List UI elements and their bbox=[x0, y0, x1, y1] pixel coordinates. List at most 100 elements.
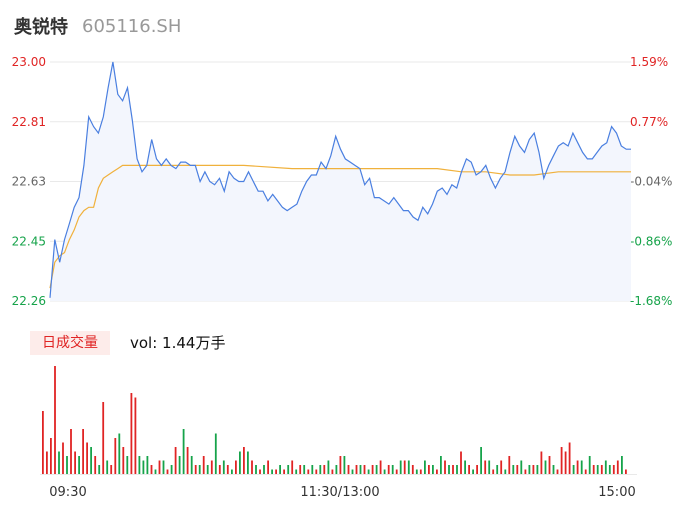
price-tick-label: 23.00 bbox=[12, 55, 46, 69]
volume-bar bbox=[464, 460, 466, 474]
time-tick-label: 11:30/13:00 bbox=[300, 485, 379, 500]
volume-bar bbox=[98, 465, 101, 474]
volume-bar bbox=[134, 397, 137, 474]
volume-bar bbox=[283, 469, 285, 474]
volume-bar bbox=[488, 460, 491, 474]
volume-bar bbox=[460, 451, 462, 474]
volume-bar bbox=[247, 451, 249, 474]
volume-bar bbox=[552, 465, 555, 474]
volume-total-label: vol: 1.44万手 bbox=[130, 334, 226, 352]
volume-bar bbox=[86, 442, 88, 474]
volume-bar bbox=[472, 469, 474, 474]
volume-bar bbox=[174, 447, 177, 474]
volume-bar bbox=[78, 456, 80, 474]
volume-bar bbox=[58, 451, 60, 474]
volume-bar bbox=[496, 465, 499, 474]
volume-bar bbox=[307, 469, 310, 474]
volume-bar bbox=[146, 456, 149, 474]
volume-bar bbox=[596, 465, 599, 474]
volume-bar bbox=[186, 447, 189, 474]
volume-bar bbox=[214, 433, 217, 474]
volume-bar bbox=[122, 447, 125, 474]
volume-bar bbox=[480, 447, 482, 474]
volume-bar bbox=[512, 465, 515, 474]
volume-bar bbox=[50, 438, 52, 474]
volume-bar bbox=[303, 465, 306, 474]
volume-bar bbox=[536, 465, 539, 474]
volume-bar bbox=[202, 456, 205, 474]
volume-bar bbox=[395, 469, 398, 474]
volume-bar bbox=[564, 451, 567, 474]
volume-bar bbox=[476, 465, 478, 474]
volume-bar bbox=[94, 456, 97, 474]
volume-bar bbox=[387, 465, 390, 474]
volume-bar bbox=[468, 465, 470, 474]
volume-bar bbox=[243, 447, 245, 474]
volume-badge: 日成交量 bbox=[30, 331, 110, 355]
price-tick-label: 22.81 bbox=[12, 115, 46, 129]
volume-bar bbox=[226, 465, 229, 474]
volume-bar bbox=[556, 469, 559, 474]
volume-bar bbox=[492, 469, 495, 474]
pct-tick-label: -0.04% bbox=[630, 175, 672, 189]
volume-bar bbox=[351, 469, 354, 474]
stock-code: 605116.SH bbox=[82, 15, 182, 37]
volume-bar bbox=[604, 460, 607, 474]
volume-bar bbox=[138, 456, 141, 474]
price-tick-label: 22.63 bbox=[12, 175, 46, 189]
volume-bar bbox=[580, 460, 583, 474]
volume-bar bbox=[42, 411, 44, 474]
volume-bar bbox=[448, 465, 450, 474]
volume-bar bbox=[375, 465, 378, 474]
volume-bar bbox=[130, 393, 133, 474]
volume-bar bbox=[524, 469, 527, 474]
volume-bar bbox=[335, 465, 338, 474]
volume-bar bbox=[520, 460, 523, 474]
volume-bar bbox=[287, 465, 290, 474]
price-area bbox=[50, 62, 631, 301]
volume-bar bbox=[142, 460, 145, 474]
volume-bar bbox=[210, 460, 213, 474]
volume-bar bbox=[516, 465, 519, 474]
volume-bar bbox=[118, 433, 121, 474]
volume-bar bbox=[371, 465, 374, 474]
volume-bar bbox=[363, 465, 366, 474]
volume-bar bbox=[592, 465, 595, 474]
volume-bar bbox=[295, 469, 298, 474]
volume-bar bbox=[102, 402, 105, 474]
volume-bar bbox=[114, 438, 117, 474]
volume-bar bbox=[231, 469, 233, 474]
volume-bar bbox=[279, 465, 281, 474]
price-line bbox=[49, 61, 631, 298]
pct-tick-label: 1.59% bbox=[630, 55, 668, 69]
volume-bar bbox=[528, 465, 531, 474]
volume-bar bbox=[367, 469, 370, 474]
volume-bar bbox=[267, 460, 269, 474]
volume-bar bbox=[106, 460, 109, 474]
volume-bar bbox=[110, 465, 113, 474]
volume-bar bbox=[568, 442, 571, 474]
volume-bar bbox=[190, 456, 193, 474]
volume-bar bbox=[198, 465, 201, 474]
volume-bar bbox=[259, 469, 261, 474]
volume-bar bbox=[90, 447, 92, 474]
volume-bar bbox=[339, 456, 342, 474]
volume-bar bbox=[403, 460, 406, 474]
volume-bar bbox=[383, 469, 386, 474]
volume-bar bbox=[319, 465, 322, 474]
volume-bar bbox=[251, 460, 253, 474]
volume-bar bbox=[194, 465, 197, 474]
volume-bar bbox=[608, 465, 611, 474]
pct-tick-label: 0.77% bbox=[630, 115, 668, 129]
price-tick-label: 22.45 bbox=[12, 234, 46, 248]
volume-bar bbox=[323, 465, 326, 474]
volume-bar bbox=[452, 465, 454, 474]
volume-bar bbox=[222, 460, 225, 474]
volume-bar bbox=[331, 469, 334, 474]
volume-bar bbox=[178, 456, 181, 474]
volume-bar bbox=[170, 465, 173, 474]
volume-bar bbox=[440, 456, 442, 474]
volume-bar bbox=[355, 465, 358, 474]
volume-bar bbox=[621, 456, 623, 474]
volume-bar bbox=[126, 456, 129, 474]
